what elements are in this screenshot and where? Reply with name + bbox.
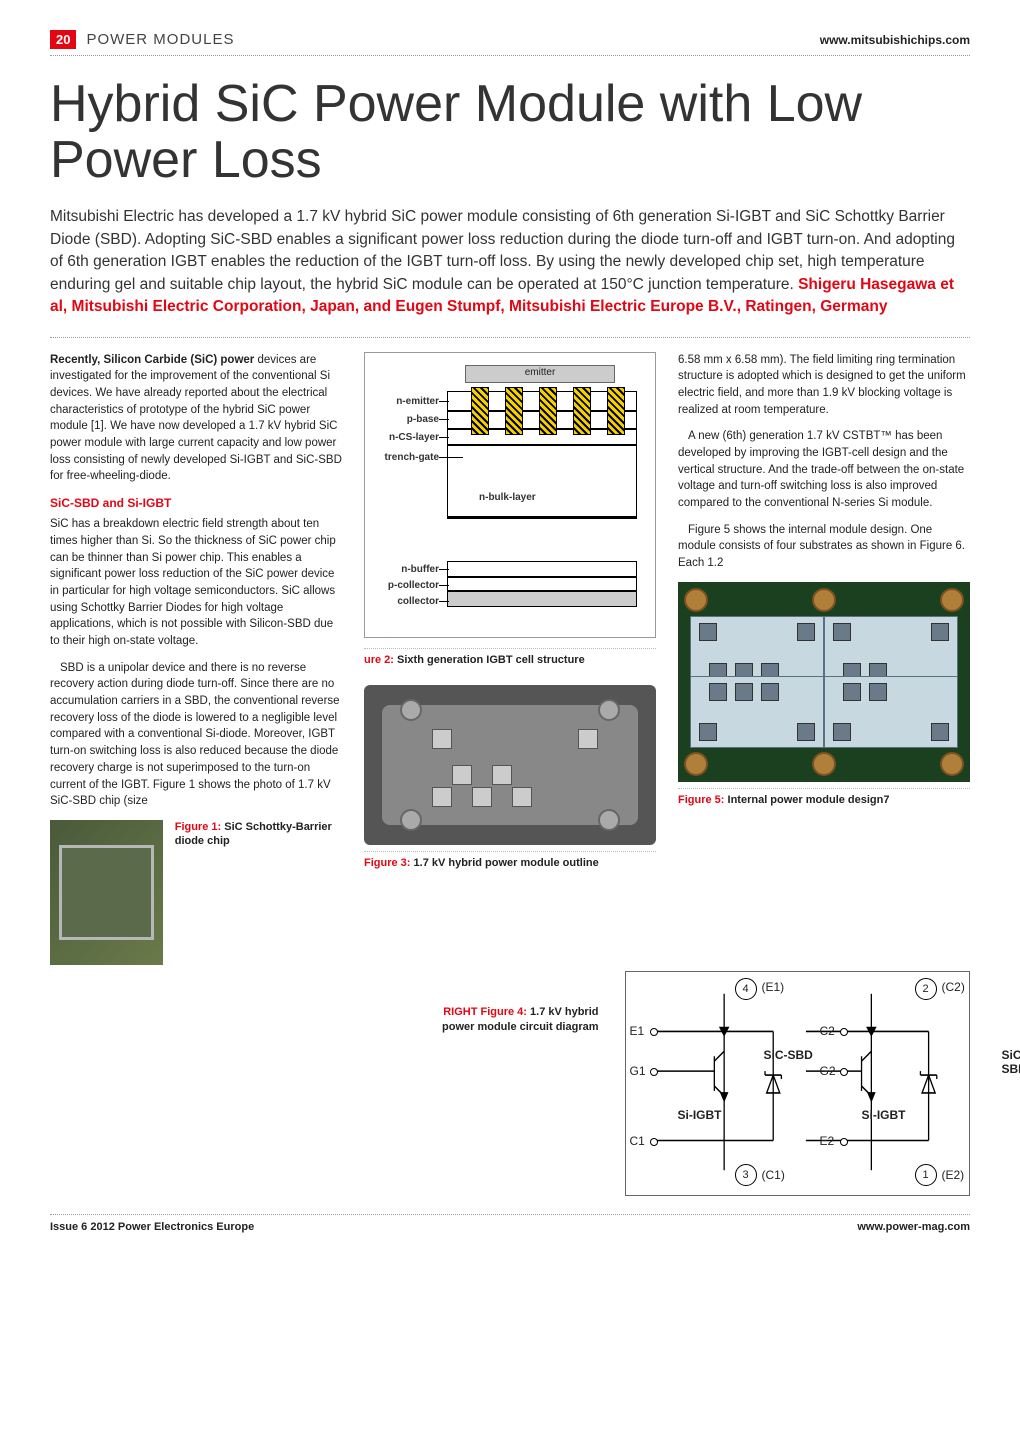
lbl-n-cs: n-CS-layer bbox=[375, 431, 439, 446]
header-url: www.mitsubishichips.com bbox=[820, 33, 970, 47]
circuit-svg bbox=[626, 972, 970, 1195]
lbl-trench-gate: trench-gate bbox=[375, 451, 439, 466]
node-4: 4 bbox=[735, 978, 757, 1000]
page-number: 20 bbox=[50, 30, 76, 49]
lbl-p-base: p-base bbox=[375, 413, 439, 428]
article-intro: Mitsubishi Electric has developed a 1.7 … bbox=[50, 206, 970, 318]
igbt-label-left: Si-IGBT bbox=[678, 1108, 722, 1122]
section-name: POWER MODULES bbox=[86, 31, 234, 48]
figure-5-caption: Figure 5: Internal power module design7 bbox=[678, 788, 970, 809]
figure-2-diagram: emitter bbox=[364, 352, 656, 638]
fig2-text: Sixth generation IGBT cell structure bbox=[397, 654, 585, 666]
lead-in: Recently, Silicon Carbide (SiC) power bbox=[50, 354, 254, 366]
node-1-label: (E2) bbox=[942, 1168, 965, 1182]
separator bbox=[50, 337, 970, 338]
figure-2-caption: ure 2: Sixth generation IGBT cell struct… bbox=[364, 648, 656, 669]
fig5-label: Figure 5: bbox=[678, 794, 724, 806]
figure-4-circuit: 4 (E1) 2 (C2) 3 (C1) 1 (E2) E1 G1 C1 C2 … bbox=[625, 971, 971, 1196]
lbl-n-bulk: n-bulk-layer bbox=[479, 491, 559, 506]
figure-1-caption: Figure 1: SiC Schottky-Barrier diode chi… bbox=[175, 820, 342, 965]
node-2: 2 bbox=[915, 978, 937, 1000]
collector-layer bbox=[447, 591, 637, 607]
igbt-label-right: Si-IGBT bbox=[862, 1108, 906, 1122]
sbd-label-right: SiC-SBD bbox=[1002, 1048, 1020, 1076]
column-left: Recently, Silicon Carbide (SiC) power de… bbox=[50, 352, 342, 965]
page-footer: Issue 6 2012 Power Electronics Europe ww… bbox=[50, 1214, 970, 1233]
lbl-n-emitter: n-emitter bbox=[375, 395, 439, 410]
subheading-sic: SiC-SBD and Si-IGBT bbox=[50, 495, 342, 512]
die-chip bbox=[59, 845, 154, 940]
fig3-label: Figure 3: bbox=[364, 857, 410, 869]
column-right: 6.58 mm x 6.58 mm). The field limiting r… bbox=[678, 352, 970, 965]
node-3: 3 bbox=[735, 1164, 757, 1186]
p-collector-layer bbox=[447, 577, 637, 591]
fig5-text: Internal power module design7 bbox=[728, 794, 890, 806]
fig4-label: RIGHT Figure 4: bbox=[443, 1006, 527, 1018]
body-p1: devices are investigated for the improve… bbox=[50, 354, 342, 483]
body-p6: Figure 5 shows the internal module desig… bbox=[678, 522, 970, 572]
lbl-collector: collector bbox=[375, 595, 439, 610]
figure-3-caption: Figure 3: 1.7 kV hybrid power module out… bbox=[364, 851, 656, 872]
pin-g1: G1 bbox=[630, 1064, 646, 1078]
node-1: 1 bbox=[915, 1164, 937, 1186]
page-header: 20 POWER MODULES www.mitsubishichips.com bbox=[50, 30, 970, 56]
footer-left: Issue 6 2012 Power Electronics Europe bbox=[50, 1221, 254, 1233]
lbl-p-collector: p-collector bbox=[375, 579, 439, 594]
pin-e1: E1 bbox=[630, 1024, 645, 1038]
pin-g2: G2 bbox=[820, 1064, 836, 1078]
figure-3-photo bbox=[364, 685, 656, 845]
trench-hatch bbox=[471, 387, 489, 435]
fig1-label: Figure 1: bbox=[175, 821, 221, 833]
sbd-label-left: SiC-SBD bbox=[764, 1048, 813, 1062]
pin-e2: E2 bbox=[820, 1134, 835, 1148]
body-p3: SBD is a unipolar device and there is no… bbox=[50, 660, 342, 810]
figure-4-caption: RIGHT Figure 4: 1.7 kV hybrid power modu… bbox=[418, 1005, 603, 1035]
n-bulk-layer bbox=[447, 445, 637, 517]
pin-c1: C1 bbox=[630, 1134, 645, 1148]
footer-right: www.power-mag.com bbox=[857, 1221, 970, 1233]
figure-1-photo bbox=[50, 820, 163, 965]
node-3-label: (C1) bbox=[762, 1168, 785, 1182]
fig3-text: 1.7 kV hybrid power module outline bbox=[414, 857, 599, 869]
body-p5: A new (6th) generation 1.7 kV CSTBT™ has… bbox=[678, 428, 970, 511]
fig2-label: ure 2: bbox=[364, 654, 394, 666]
node-4-label: (E1) bbox=[762, 980, 785, 994]
body-p4: 6.58 mm x 6.58 mm). The field limiting r… bbox=[678, 352, 970, 419]
figure-5-photo bbox=[678, 582, 970, 782]
pin-c2: C2 bbox=[820, 1024, 835, 1038]
article-title: Hybrid SiC Power Module with Low Power L… bbox=[50, 76, 970, 188]
body-p2: SiC has a breakdown electric field stren… bbox=[50, 516, 342, 649]
column-middle: emitter bbox=[364, 352, 656, 965]
emitter-layer: emitter bbox=[465, 365, 615, 383]
lbl-n-buffer: n-buffer bbox=[375, 563, 439, 578]
n-buffer-layer bbox=[447, 561, 637, 577]
node-2-label: (C2) bbox=[942, 980, 965, 994]
